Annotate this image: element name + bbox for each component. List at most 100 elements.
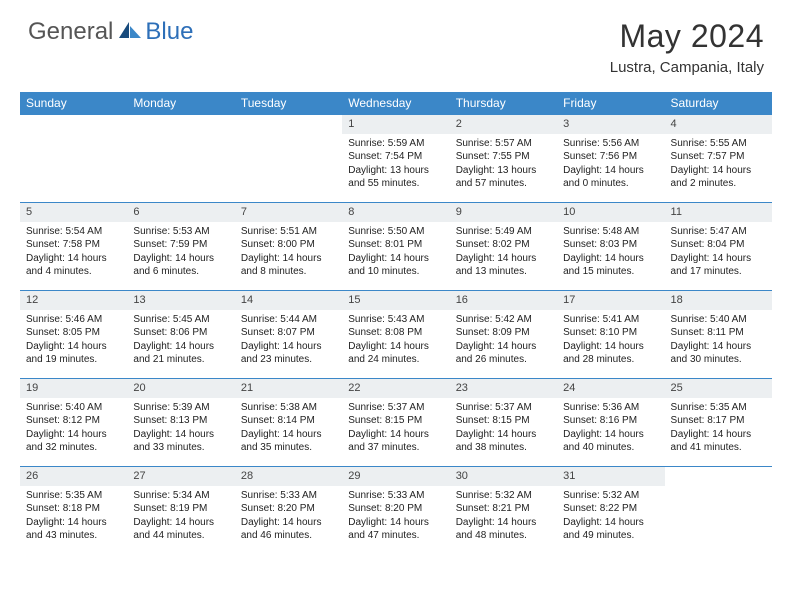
- daylight-line: and 10 minutes.: [348, 265, 443, 279]
- title-block: May 2024 Lustra, Campania, Italy: [610, 18, 764, 76]
- sunrise-line: Sunrise: 5:40 AM: [26, 401, 121, 415]
- sunset-line: Sunset: 8:04 PM: [671, 238, 766, 252]
- day-body: [127, 133, 234, 140]
- sunrise-line: Sunrise: 5:40 AM: [671, 313, 766, 327]
- day-cell: 11Sunrise: 5:47 AMSunset: 8:04 PMDayligh…: [665, 203, 772, 291]
- day-number: 13: [127, 291, 234, 310]
- sunrise-line: Sunrise: 5:57 AM: [456, 137, 551, 151]
- sunset-line: Sunset: 8:01 PM: [348, 238, 443, 252]
- daylight-line: Daylight: 14 hours: [563, 164, 658, 178]
- daylight-line: and 15 minutes.: [563, 265, 658, 279]
- daylight-line: and 6 minutes.: [133, 265, 228, 279]
- daylight-line: Daylight: 14 hours: [348, 428, 443, 442]
- sunset-line: Sunset: 7:58 PM: [26, 238, 121, 252]
- daylight-line: and 37 minutes.: [348, 441, 443, 455]
- daylight-line: Daylight: 14 hours: [563, 252, 658, 266]
- sunrise-line: Sunrise: 5:35 AM: [671, 401, 766, 415]
- daylight-line: Daylight: 13 hours: [456, 164, 551, 178]
- day-cell: 29Sunrise: 5:33 AMSunset: 8:20 PMDayligh…: [342, 467, 449, 555]
- day-body: Sunrise: 5:43 AMSunset: 8:08 PMDaylight:…: [342, 310, 449, 371]
- daylight-line: Daylight: 14 hours: [671, 428, 766, 442]
- sunrise-line: Sunrise: 5:55 AM: [671, 137, 766, 151]
- day-cell: [127, 115, 234, 203]
- daylight-line: and 44 minutes.: [133, 529, 228, 543]
- sunrise-line: Sunrise: 5:48 AM: [563, 225, 658, 239]
- day-body: Sunrise: 5:35 AMSunset: 8:18 PMDaylight:…: [20, 486, 127, 547]
- daylight-line: and 26 minutes.: [456, 353, 551, 367]
- dayname-header: Tuesday: [235, 92, 342, 115]
- daylight-line: and 46 minutes.: [241, 529, 336, 543]
- day-number: 18: [665, 291, 772, 310]
- day-body: Sunrise: 5:37 AMSunset: 8:15 PMDaylight:…: [450, 398, 557, 459]
- day-number: 28: [235, 467, 342, 486]
- day-body: Sunrise: 5:38 AMSunset: 8:14 PMDaylight:…: [235, 398, 342, 459]
- day-cell: 28Sunrise: 5:33 AMSunset: 8:20 PMDayligh…: [235, 467, 342, 555]
- daylight-line: Daylight: 14 hours: [348, 340, 443, 354]
- sunset-line: Sunset: 8:09 PM: [456, 326, 551, 340]
- day-number: 6: [127, 203, 234, 222]
- sunrise-line: Sunrise: 5:46 AM: [26, 313, 121, 327]
- daylight-line: Daylight: 14 hours: [241, 428, 336, 442]
- day-cell: 15Sunrise: 5:43 AMSunset: 8:08 PMDayligh…: [342, 291, 449, 379]
- daylight-line: and 35 minutes.: [241, 441, 336, 455]
- sunrise-line: Sunrise: 5:37 AM: [456, 401, 551, 415]
- day-body: Sunrise: 5:42 AMSunset: 8:09 PMDaylight:…: [450, 310, 557, 371]
- day-body: Sunrise: 5:56 AMSunset: 7:56 PMDaylight:…: [557, 134, 664, 195]
- daylight-line: Daylight: 14 hours: [133, 516, 228, 530]
- daylight-line: and 30 minutes.: [671, 353, 766, 367]
- day-number: 26: [20, 467, 127, 486]
- sunrise-line: Sunrise: 5:50 AM: [348, 225, 443, 239]
- location: Lustra, Campania, Italy: [610, 59, 764, 76]
- day-number: 14: [235, 291, 342, 310]
- daylight-line: and 38 minutes.: [456, 441, 551, 455]
- day-body: Sunrise: 5:45 AMSunset: 8:06 PMDaylight:…: [127, 310, 234, 371]
- day-cell: 18Sunrise: 5:40 AMSunset: 8:11 PMDayligh…: [665, 291, 772, 379]
- sunset-line: Sunset: 8:16 PM: [563, 414, 658, 428]
- day-body: Sunrise: 5:32 AMSunset: 8:21 PMDaylight:…: [450, 486, 557, 547]
- sunrise-line: Sunrise: 5:37 AM: [348, 401, 443, 415]
- day-number: [235, 115, 342, 133]
- sunrise-line: Sunrise: 5:33 AM: [348, 489, 443, 503]
- day-body: [235, 133, 342, 140]
- day-number: 19: [20, 379, 127, 398]
- day-body: Sunrise: 5:48 AMSunset: 8:03 PMDaylight:…: [557, 222, 664, 283]
- daylight-line: Daylight: 14 hours: [456, 428, 551, 442]
- dayname-header: Sunday: [20, 92, 127, 115]
- day-cell: 27Sunrise: 5:34 AMSunset: 8:19 PMDayligh…: [127, 467, 234, 555]
- day-cell: [235, 115, 342, 203]
- daylight-line: and 17 minutes.: [671, 265, 766, 279]
- day-number: 21: [235, 379, 342, 398]
- sunrise-line: Sunrise: 5:59 AM: [348, 137, 443, 151]
- daylight-line: Daylight: 14 hours: [456, 516, 551, 530]
- header: General Blue May 2024 Lustra, Campania, …: [0, 0, 792, 84]
- day-body: Sunrise: 5:53 AMSunset: 7:59 PMDaylight:…: [127, 222, 234, 283]
- day-body: Sunrise: 5:33 AMSunset: 8:20 PMDaylight:…: [342, 486, 449, 547]
- sunset-line: Sunset: 8:21 PM: [456, 502, 551, 516]
- daylight-line: Daylight: 14 hours: [563, 340, 658, 354]
- sunrise-line: Sunrise: 5:45 AM: [133, 313, 228, 327]
- day-cell: 23Sunrise: 5:37 AMSunset: 8:15 PMDayligh…: [450, 379, 557, 467]
- sunset-line: Sunset: 8:20 PM: [348, 502, 443, 516]
- daylight-line: Daylight: 14 hours: [671, 164, 766, 178]
- sunrise-line: Sunrise: 5:34 AM: [133, 489, 228, 503]
- day-cell: 30Sunrise: 5:32 AMSunset: 8:21 PMDayligh…: [450, 467, 557, 555]
- daylight-line: Daylight: 14 hours: [133, 340, 228, 354]
- day-cell: 21Sunrise: 5:38 AMSunset: 8:14 PMDayligh…: [235, 379, 342, 467]
- daylight-line: and 0 minutes.: [563, 177, 658, 191]
- sunrise-line: Sunrise: 5:33 AM: [241, 489, 336, 503]
- day-cell: 31Sunrise: 5:32 AMSunset: 8:22 PMDayligh…: [557, 467, 664, 555]
- daylight-line: Daylight: 14 hours: [671, 340, 766, 354]
- day-body: Sunrise: 5:35 AMSunset: 8:17 PMDaylight:…: [665, 398, 772, 459]
- sunset-line: Sunset: 8:15 PM: [348, 414, 443, 428]
- brand-blue: Blue: [145, 18, 193, 46]
- day-body: Sunrise: 5:39 AMSunset: 8:13 PMDaylight:…: [127, 398, 234, 459]
- day-cell: 4Sunrise: 5:55 AMSunset: 7:57 PMDaylight…: [665, 115, 772, 203]
- daylight-line: Daylight: 14 hours: [133, 252, 228, 266]
- day-cell: 2Sunrise: 5:57 AMSunset: 7:55 PMDaylight…: [450, 115, 557, 203]
- day-cell: 14Sunrise: 5:44 AMSunset: 8:07 PMDayligh…: [235, 291, 342, 379]
- day-body: Sunrise: 5:50 AMSunset: 8:01 PMDaylight:…: [342, 222, 449, 283]
- daylight-line: Daylight: 14 hours: [348, 516, 443, 530]
- daylight-line: and 41 minutes.: [671, 441, 766, 455]
- month-title: May 2024: [610, 18, 764, 55]
- week-row: 5Sunrise: 5:54 AMSunset: 7:58 PMDaylight…: [20, 203, 772, 291]
